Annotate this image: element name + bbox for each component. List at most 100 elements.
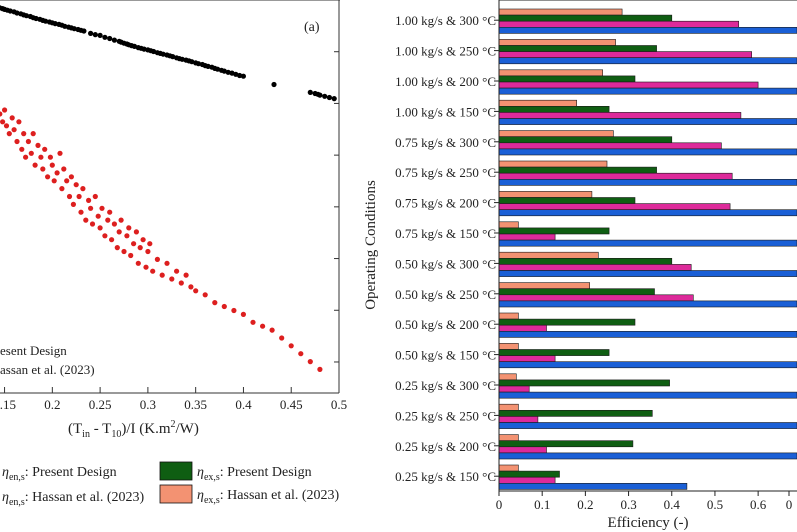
hassan-point — [105, 217, 111, 223]
hassan-point — [32, 162, 38, 168]
bar-0-0 — [498, 8, 623, 16]
svg-text:ηen,s: Hassan et al. (2023): ηen,s: Hassan et al. (2023) — [2, 490, 144, 508]
category-label: 0.50 kg/s & 250 °C — [395, 287, 496, 302]
present-design-point — [92, 31, 98, 38]
bar-6-3 — [498, 209, 797, 217]
hassan-point — [317, 366, 323, 372]
bar-15-0 — [498, 464, 519, 472]
scatter-legend-present: esent Design — [0, 343, 67, 358]
bar-2-2 — [498, 81, 759, 89]
hassan-point — [99, 205, 105, 211]
hassan-point — [307, 359, 313, 365]
bar-1-0 — [498, 39, 616, 46]
hassan-point — [154, 256, 160, 262]
present-design-point — [215, 66, 221, 72]
hassan-point — [140, 237, 146, 243]
hassan-point — [25, 138, 31, 145]
hassan-point — [68, 174, 74, 180]
legend-entry-ex-hassan: ηex,s: Hassan et al. (2023) — [159, 484, 339, 506]
bar-10-1 — [498, 318, 636, 326]
category-label: 0.25 kg/s & 150 °C — [395, 469, 496, 484]
hassan-point — [19, 146, 25, 152]
hassan-point — [59, 186, 65, 192]
hassan-point — [54, 170, 60, 176]
hassan-point — [193, 288, 199, 294]
scatter-x-tick-label: 0.3 — [140, 397, 156, 412]
hassan-point — [47, 154, 54, 160]
bar-14-0 — [498, 434, 519, 442]
bar-14-2 — [498, 446, 547, 454]
bar-12-3 — [498, 391, 797, 399]
bar-13-1 — [498, 409, 653, 417]
scatter-x-tick-label: 0.15 — [0, 397, 16, 412]
hassan-point — [212, 300, 218, 306]
bar-9-0 — [498, 282, 590, 290]
hassan-point — [174, 268, 180, 274]
hassan-point — [114, 245, 120, 251]
bar-10-3 — [498, 330, 797, 338]
scatter-x-tick-label: 0.25 — [89, 397, 112, 412]
hassan-point — [150, 268, 156, 274]
present-design-point — [307, 89, 313, 95]
scatter-x-label: (Tin - T10)/I (K.m2/W) — [68, 419, 199, 440]
hassan-point — [35, 142, 41, 148]
hassan-point — [80, 186, 86, 192]
hassan-point — [145, 248, 151, 255]
legend-entry-en-present: ηen,s: Present Design — [2, 465, 117, 483]
hassan-point — [14, 138, 20, 145]
bar-14-1 — [498, 440, 634, 448]
bar-2-0 — [498, 69, 603, 77]
bar-3-3 — [498, 118, 797, 125]
bottom-legend: ηen,s: Present Design ηex,s: Present Des… — [2, 461, 339, 508]
scatter-x-tick-label: 0.45 — [280, 397, 303, 412]
bar-11-1 — [498, 349, 610, 356]
hassan-point — [159, 272, 165, 278]
present-design-point — [88, 30, 94, 36]
hassan-point — [260, 323, 266, 329]
bar-7-3 — [498, 239, 797, 247]
scatter-x-tick-label: 0.35 — [184, 397, 207, 412]
bar-x-tick-label: 0.4 — [664, 497, 681, 512]
bar-1-1 — [498, 45, 657, 52]
bar-15-3 — [498, 482, 688, 490]
bar-3-0 — [498, 99, 577, 107]
bar-8-1 — [498, 257, 673, 265]
hassan-point — [23, 154, 29, 160]
bar-6-0 — [498, 191, 593, 198]
bar-13-3 — [498, 422, 797, 429]
hassan-point — [45, 174, 51, 180]
bar-plot-frame — [498, 0, 797, 492]
hassan-point — [116, 229, 122, 235]
hassan-point — [137, 245, 143, 251]
hassan-point — [73, 182, 79, 188]
present-design-point — [317, 92, 323, 98]
present-design-point — [111, 37, 117, 43]
present-design-point — [23, 13, 30, 19]
scatter-panel: 0.15 0.2 0.25 0.3 0.35 0.4 0.45 0.5 (a) esent D… — [0, 0, 347, 440]
hassan-point — [78, 209, 84, 215]
hassan-point — [61, 166, 67, 172]
bar-0-1 — [498, 14, 673, 22]
bar-1-2 — [498, 51, 752, 58]
bar-3-2 — [498, 112, 742, 119]
scatter-x-tick-label: 0.4 — [235, 397, 252, 412]
present-design-point — [43, 18, 49, 24]
bar-9-3 — [498, 300, 797, 308]
bar-8-0 — [498, 251, 599, 259]
bar-7-2 — [498, 233, 556, 241]
hassan-point — [6, 131, 12, 137]
hassan-point — [9, 115, 15, 121]
bar-x-tick-label: 0.2 — [577, 497, 593, 512]
bar-4-0 — [498, 130, 614, 138]
hassan-point — [183, 272, 189, 278]
panel-label: (a) — [304, 20, 320, 35]
bar-panel: 1.00 kg/s & 300 °C 1.00 kg/s & 250 °C 1.00… — [363, 0, 797, 531]
bar-10-2 — [498, 324, 547, 332]
hassan-point — [164, 260, 170, 266]
hassan-point — [279, 335, 285, 341]
hassan-point — [95, 213, 101, 219]
category-label: 0.75 kg/s & 250 °C — [395, 165, 496, 180]
hassan-point — [102, 233, 108, 239]
hassan-point — [83, 217, 89, 223]
